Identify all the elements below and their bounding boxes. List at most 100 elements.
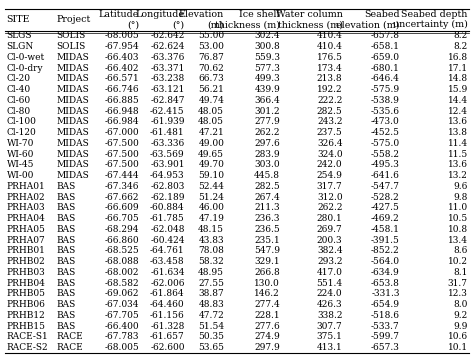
Text: 426.3: 426.3	[317, 300, 343, 309]
Text: -653.8: -653.8	[371, 279, 400, 288]
Text: Water column
thickness (m): Water column thickness (m)	[276, 10, 343, 30]
Text: 66.73: 66.73	[199, 75, 224, 84]
Text: 254.9: 254.9	[317, 171, 343, 180]
Text: -63.376: -63.376	[150, 53, 185, 62]
Text: 9.9: 9.9	[454, 321, 468, 330]
Text: 280.1: 280.1	[317, 214, 343, 223]
Text: -564.0: -564.0	[371, 257, 400, 266]
Text: -61.939: -61.939	[150, 117, 185, 126]
Text: 559.3: 559.3	[254, 53, 280, 62]
Text: 277.6: 277.6	[255, 321, 280, 330]
Text: 236.3: 236.3	[255, 214, 280, 223]
Text: 49.74: 49.74	[198, 96, 224, 105]
Text: -646.4: -646.4	[371, 75, 400, 84]
Text: -657.3: -657.3	[371, 343, 400, 352]
Text: -67.444: -67.444	[104, 171, 139, 180]
Text: Cl-40: Cl-40	[7, 85, 31, 94]
Text: 12.4: 12.4	[448, 107, 468, 116]
Text: Cl-80: Cl-80	[7, 107, 31, 116]
Text: 8.1: 8.1	[454, 268, 468, 277]
Text: 8.2: 8.2	[454, 42, 468, 51]
Text: RACE-S1: RACE-S1	[7, 332, 48, 341]
Text: MIDAS: MIDAS	[56, 171, 89, 180]
Text: 13.4: 13.4	[448, 235, 468, 244]
Text: 297.6: 297.6	[255, 139, 280, 148]
Text: 301.2: 301.2	[255, 107, 280, 116]
Text: 10.5: 10.5	[447, 214, 468, 223]
Text: -67.346: -67.346	[104, 182, 139, 191]
Text: -64.761: -64.761	[150, 246, 185, 255]
Text: -60.424: -60.424	[150, 235, 185, 244]
Text: RACE-S2: RACE-S2	[7, 343, 48, 352]
Text: 13.8: 13.8	[448, 128, 468, 137]
Text: -852.2: -852.2	[371, 246, 400, 255]
Text: Latitude
(°): Latitude (°)	[99, 10, 139, 30]
Text: -599.7: -599.7	[371, 332, 400, 341]
Text: 13.6: 13.6	[448, 160, 468, 169]
Text: 413.1: 413.1	[317, 343, 343, 352]
Text: 48.05: 48.05	[198, 107, 224, 116]
Text: -64.953: -64.953	[150, 171, 185, 180]
Text: 547.9: 547.9	[254, 246, 280, 255]
Text: 10.1: 10.1	[448, 343, 468, 352]
Text: 282.5: 282.5	[317, 107, 343, 116]
Text: 243.2: 243.2	[317, 117, 343, 126]
Text: -67.705: -67.705	[104, 311, 139, 320]
Text: 312.0: 312.0	[317, 193, 343, 202]
Text: -331.3: -331.3	[371, 289, 400, 298]
Text: -634.9: -634.9	[371, 268, 400, 277]
Text: 47.72: 47.72	[199, 311, 224, 320]
Text: 236.5: 236.5	[255, 225, 280, 234]
Text: 53.00: 53.00	[198, 42, 224, 51]
Text: 375.1: 375.1	[317, 332, 343, 341]
Text: PRHB15: PRHB15	[7, 321, 46, 330]
Text: BAS: BAS	[56, 311, 75, 320]
Text: 417.0: 417.0	[317, 268, 343, 277]
Text: SITE: SITE	[7, 15, 30, 24]
Text: WI-70: WI-70	[7, 139, 34, 148]
Text: BAS: BAS	[56, 268, 75, 277]
Text: 50.35: 50.35	[198, 332, 224, 341]
Text: BAS: BAS	[56, 225, 75, 234]
Text: -452.5: -452.5	[371, 128, 400, 137]
Text: PRHB12: PRHB12	[7, 311, 46, 320]
Text: MIDAS: MIDAS	[56, 53, 89, 62]
Text: BAS: BAS	[56, 182, 75, 191]
Text: -69.062: -69.062	[104, 289, 139, 298]
Text: 329.1: 329.1	[255, 257, 280, 266]
Text: -473.0: -473.0	[371, 117, 400, 126]
Text: SLGS: SLGS	[7, 31, 32, 40]
Text: BAS: BAS	[56, 300, 75, 309]
Text: 11.4: 11.4	[448, 139, 468, 148]
Text: 46.00: 46.00	[198, 203, 224, 212]
Text: -63.336: -63.336	[150, 139, 185, 148]
Text: 8.2: 8.2	[454, 31, 468, 40]
Text: WI-00: WI-00	[7, 171, 34, 180]
Text: -68.582: -68.582	[104, 279, 139, 288]
Text: -528.2: -528.2	[371, 193, 400, 202]
Text: PRHB01: PRHB01	[7, 246, 46, 255]
Text: -60.884: -60.884	[150, 203, 185, 212]
Text: BAS: BAS	[56, 257, 75, 266]
Text: 262.2: 262.2	[255, 128, 280, 137]
Text: 326.4: 326.4	[317, 139, 343, 148]
Text: 410.4: 410.4	[317, 31, 343, 40]
Text: MIDAS: MIDAS	[56, 107, 89, 116]
Text: -658.1: -658.1	[371, 42, 400, 51]
Text: 8.6: 8.6	[454, 246, 468, 255]
Text: 9.8: 9.8	[454, 193, 468, 202]
Text: WI-60: WI-60	[7, 150, 34, 159]
Text: MIDAS: MIDAS	[56, 85, 89, 94]
Text: 551.4: 551.4	[316, 279, 343, 288]
Text: -67.500: -67.500	[104, 160, 139, 169]
Text: 303.0: 303.0	[255, 160, 280, 169]
Text: -533.7: -533.7	[371, 321, 400, 330]
Text: -67.662: -67.662	[104, 193, 139, 202]
Text: 277.9: 277.9	[255, 117, 280, 126]
Text: 13.2: 13.2	[448, 171, 468, 180]
Text: 52.44: 52.44	[198, 182, 224, 191]
Text: Elevation
(m): Elevation (m)	[179, 10, 224, 30]
Text: MIDAS: MIDAS	[56, 128, 89, 137]
Text: Cl-20: Cl-20	[7, 75, 31, 84]
Text: 9.6: 9.6	[454, 182, 468, 191]
